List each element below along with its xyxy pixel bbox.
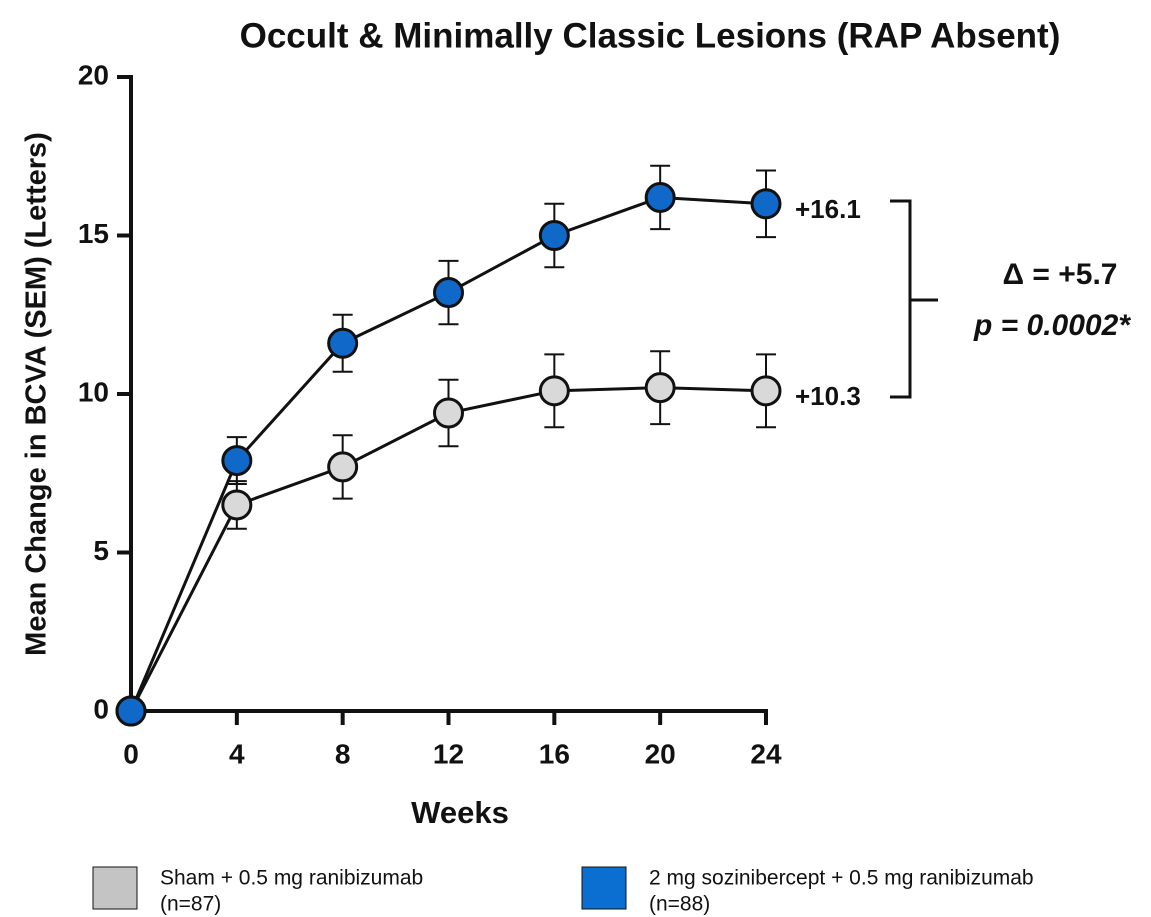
y-tick-label: 20 bbox=[78, 59, 109, 90]
point bbox=[750, 188, 782, 220]
y-tick-label: 10 bbox=[78, 376, 109, 407]
bracket-line bbox=[890, 199, 912, 399]
point bbox=[115, 695, 147, 727]
legend-swatch bbox=[92, 866, 138, 910]
point bbox=[644, 372, 676, 404]
legend-label: 2 mg sozinibercept + 0.5 mg ranibizumab bbox=[649, 867, 1034, 890]
legend-note: (n=87) bbox=[160, 893, 221, 916]
x-tick-label: 16 bbox=[539, 738, 570, 769]
point bbox=[221, 489, 253, 521]
y-axis-label: Mean Change in BCVA (SEM) (Letters) bbox=[21, 132, 53, 656]
bracket bbox=[890, 199, 938, 399]
point bbox=[327, 327, 359, 359]
point bbox=[538, 375, 570, 407]
x-tick-label: 4 bbox=[229, 738, 245, 769]
point bbox=[750, 375, 782, 407]
end-label: +10.3 bbox=[795, 381, 861, 411]
x-axis-label: Weeks bbox=[411, 795, 509, 830]
x-tick-label: 8 bbox=[335, 738, 351, 769]
point bbox=[327, 451, 359, 483]
point bbox=[433, 277, 464, 309]
point bbox=[538, 220, 570, 251]
legend-swatch bbox=[581, 866, 627, 910]
point bbox=[221, 445, 253, 477]
x-tick-label: 12 bbox=[433, 738, 464, 769]
y-tick-label: 15 bbox=[78, 218, 109, 249]
chart-title: Occult & Minimally Classic Lesions (RAP … bbox=[240, 16, 1061, 55]
y-tick-label: 0 bbox=[93, 693, 109, 724]
legend-label: Sham + 0.5 mg ranibizumab bbox=[160, 867, 423, 890]
point bbox=[433, 397, 464, 429]
point bbox=[644, 181, 676, 213]
x-tick-label: 24 bbox=[750, 738, 782, 769]
legend-note: (n=88) bbox=[649, 893, 710, 916]
delta-label: Δ = +5.7 bbox=[1003, 258, 1118, 291]
y-tick-label: 5 bbox=[93, 535, 109, 566]
p-value-label: p = 0.0002* bbox=[973, 309, 1131, 342]
end-label: +16.1 bbox=[795, 194, 861, 224]
x-tick-label: 0 bbox=[123, 738, 139, 769]
x-tick-label: 20 bbox=[645, 738, 676, 769]
